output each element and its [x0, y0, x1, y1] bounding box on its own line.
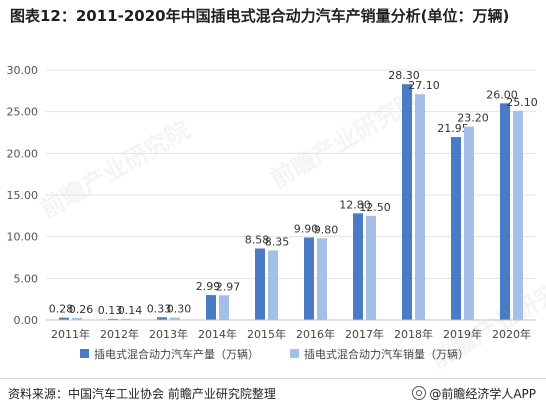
data-label: 28.30	[388, 69, 420, 82]
legend-label: 插电式混合动力汽车销量（万辆）	[304, 347, 469, 361]
y-tick-label: 10.00	[7, 231, 39, 244]
y-tick-label: 15.00	[7, 189, 39, 202]
bar-sales	[317, 238, 327, 320]
y-tick-label: 5.00	[14, 272, 39, 285]
y-tick-label: 0.00	[14, 314, 39, 327]
data-label: 12.50	[359, 201, 391, 214]
x-tick-label: 2020年	[492, 327, 531, 341]
chart-title: 图表12：2011-2020年中国插电式混合动力汽车产销量分析(单位：万辆)	[10, 7, 510, 25]
data-label: 8.35	[265, 235, 290, 248]
data-label: 12.80	[339, 198, 371, 211]
x-tick-label: 2013年	[149, 327, 188, 341]
bar-sales	[219, 295, 229, 320]
data-label: 27.10	[408, 79, 440, 92]
bar-production	[304, 237, 314, 320]
data-label: 2.99	[196, 280, 221, 293]
data-label: 26.00	[486, 88, 518, 101]
brand-logo-icon	[412, 386, 427, 400]
bar-production	[451, 137, 461, 320]
x-tick-label: 2017年	[345, 327, 384, 341]
footer-divider	[0, 378, 546, 379]
x-tick-label: 2012年	[100, 327, 139, 341]
gridlines	[46, 69, 536, 279]
x-tick-label: 2016年	[296, 327, 335, 341]
data-label: 0.30	[167, 303, 192, 316]
legend: 插电式混合动力汽车产量（万辆） 插电式混合动力汽车销量（万辆）	[80, 347, 469, 361]
bars: 0.280.26 0.130.14 0.330.30 2.992.97 8.588.35…	[49, 69, 538, 321]
y-tick-label: 20.00	[7, 147, 39, 160]
bar-sales	[464, 126, 474, 321]
bar-production	[108, 318, 118, 320]
source-note: 资料来源：中国汽车工业协会 前瞻产业研究院整理	[8, 387, 276, 401]
bar-sales	[121, 318, 131, 320]
data-label: 0.28	[49, 303, 74, 316]
data-label: 2.97	[216, 280, 241, 293]
bar-sales	[415, 94, 425, 321]
data-label: 0.26	[69, 303, 94, 316]
x-tick-label: 2018年	[394, 327, 433, 341]
data-label: 21.95	[437, 122, 469, 135]
bar-sales	[366, 215, 376, 320]
y-tick-label: 30.00	[7, 64, 39, 77]
data-label: 0.14	[118, 304, 143, 317]
legend-label: 插电式混合动力汽车产量（万辆）	[94, 347, 259, 361]
data-label: 0.33	[147, 302, 172, 315]
data-label: 9.80	[314, 223, 339, 236]
data-label: 9.90	[294, 223, 319, 236]
bar-sales	[268, 250, 278, 320]
x-tick-label: 2019年	[443, 327, 482, 341]
bar-production	[353, 213, 363, 320]
bar-production	[157, 317, 167, 320]
data-label: 0.13	[98, 304, 123, 317]
data-label: 25.10	[506, 96, 538, 109]
brand-credit: @前瞻经济学人APP	[412, 385, 536, 402]
bar-sales	[72, 317, 82, 320]
brand-label: @前瞻经济学人APP	[429, 387, 536, 401]
bar-production	[402, 84, 412, 321]
x-tick-label: 2015年	[247, 327, 286, 341]
bar-production	[59, 317, 69, 320]
bar-sales	[170, 317, 180, 320]
bar-sales	[513, 110, 523, 320]
bar-production	[206, 295, 216, 320]
bar-production	[500, 103, 510, 320]
x-axis: 2011年 2012年 2013年 2014年 2015年 2016年 2017年 2018年…	[46, 319, 536, 341]
x-tick-label: 2011年	[51, 327, 90, 341]
data-label: 8.58	[245, 234, 270, 247]
y-tick-label: 25.00	[7, 106, 39, 119]
bar-production	[255, 248, 265, 320]
legend-swatch-sales	[290, 349, 299, 358]
data-label: 23.20	[457, 112, 489, 125]
legend-swatch-production	[80, 349, 89, 358]
y-axis: 0.00 5.00 10.00 15.00 20.00 25.00 30.00	[7, 64, 39, 327]
x-tick-label: 2014年	[198, 327, 237, 341]
